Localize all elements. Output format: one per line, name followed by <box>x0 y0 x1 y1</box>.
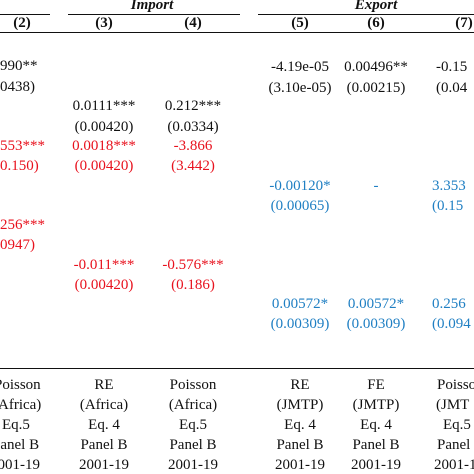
footer-col5-period: 2001-19 <box>275 457 325 473</box>
footer-col3-panel: Panel B <box>80 437 128 453</box>
row1-col6-coef: 0.00496** <box>344 59 408 75</box>
footer-col4-model: Poisson <box>169 377 217 393</box>
footer-col7-period: 2001-19 <box>434 457 474 473</box>
footer-col5-equation: Eq. 4 <box>284 417 316 433</box>
footer-col7-panel: Panel B <box>437 437 474 453</box>
row7-col6-coef: 0.00572* <box>347 296 405 312</box>
row5-col2-coef: 256*** <box>0 217 45 233</box>
row4-col7-coef: 3.353 <box>432 178 466 194</box>
footer-top-rule <box>0 368 474 369</box>
row6-col4-coef: -0.576*** <box>162 257 224 273</box>
row7-col6-se: (0.00309) <box>346 316 406 332</box>
footer-col6-panel: Panel B <box>352 437 400 453</box>
footer-col3-model: RE <box>94 377 114 393</box>
row1-col7-se: (0.04 <box>436 80 468 96</box>
footer-col4-panel: Panel B <box>169 437 217 453</box>
footer-col4-equation: Eq.5 <box>179 417 207 433</box>
footer-col6-sample: (JMTP) <box>352 397 400 413</box>
row1-col7-coef: -0.15 <box>436 59 468 75</box>
row2-col3-coef: 0.0111*** <box>72 98 136 114</box>
row5-col2-se: 0947) <box>0 237 35 253</box>
row3-col3-se: (0.00420) <box>74 158 134 174</box>
export-group-rule <box>258 14 474 15</box>
row3-col2-se: 0.150) <box>0 158 39 174</box>
row6-col4-se: (0.186) <box>171 277 215 293</box>
footer-col2-model: Poisson <box>0 377 41 393</box>
footer-col7-model: Poisson <box>437 377 474 393</box>
row6-col3-se: (0.00420) <box>74 277 134 293</box>
footer-col4-period: 2001-19 <box>168 457 218 473</box>
row2-col3-se: (0.00420) <box>74 119 134 135</box>
footer-col7-equation: Eq.5 <box>443 417 471 433</box>
column-header-6: (6) <box>367 15 385 31</box>
footer-col4-sample: (Africa) <box>168 397 218 413</box>
column-header-7: (7) <box>455 15 473 31</box>
row1-col6-se: (0.00215) <box>346 80 406 96</box>
column-header-3: (3) <box>95 15 113 31</box>
footer-col5-sample: (JMTP) <box>276 397 324 413</box>
row7-col5-coef: 0.00572* <box>271 296 329 312</box>
column-header-4: (4) <box>184 15 202 31</box>
footer-col6-model: FE <box>367 377 385 393</box>
row4-col7-se: (0.15 <box>432 198 464 214</box>
column-header-rule <box>0 32 474 33</box>
footer-col5-model: RE <box>290 377 310 393</box>
header-rule-left <box>0 14 50 15</box>
row3-col4-se: (3.442) <box>171 158 215 174</box>
export-group-header: Export <box>354 0 398 13</box>
row3-col3-coef: 0.0018*** <box>72 138 136 154</box>
column-header-2: (2) <box>13 15 31 31</box>
row2-col4-se: (0.0334) <box>167 119 219 135</box>
row3-col2-coef: 553*** <box>0 138 45 154</box>
row3-col4-coef: -3.866 <box>173 138 213 154</box>
import-group-header: Import <box>130 0 174 13</box>
footer-col7-sample: (JMT <box>436 397 470 413</box>
row1-col2-coef: 990** <box>0 58 38 74</box>
column-header-5: (5) <box>291 15 309 31</box>
row7-col5-se: (0.00309) <box>270 316 330 332</box>
row7-col7-se: (0.094 <box>432 316 471 332</box>
row1-col5-se: (3.10e-05) <box>268 80 332 96</box>
row4-col5-coef: -0.00120* <box>269 178 331 194</box>
row1-col2-se: 0438) <box>0 79 35 95</box>
footer-col3-equation: Eq. 4 <box>88 417 120 433</box>
footer-col3-period: 2001-19 <box>79 457 129 473</box>
footer-col2-period: 2001-19 <box>0 457 40 473</box>
footer-col2-sample: Africa) <box>0 397 42 413</box>
row7-col7-coef: 0.256 <box>432 296 466 312</box>
footer-col2-panel: Panel B <box>0 437 40 453</box>
footer-col6-equation: Eq. 4 <box>360 417 392 433</box>
row1-col5-coef: -4.19e-05 <box>271 59 329 75</box>
row4-col5-se: (0.00065) <box>270 198 330 214</box>
import-group-rule <box>68 14 240 15</box>
footer-col5-panel: Panel B <box>276 437 324 453</box>
footer-col3-sample: (Africa) <box>79 397 129 413</box>
footer-col6-period: 2001-19 <box>351 457 401 473</box>
row6-col3-coef: -0.011*** <box>73 257 135 273</box>
row4-col6-coef: - <box>373 178 379 194</box>
footer-col2-equation: Eq.5 <box>2 417 30 433</box>
row2-col4-coef: 0.212*** <box>164 98 222 114</box>
